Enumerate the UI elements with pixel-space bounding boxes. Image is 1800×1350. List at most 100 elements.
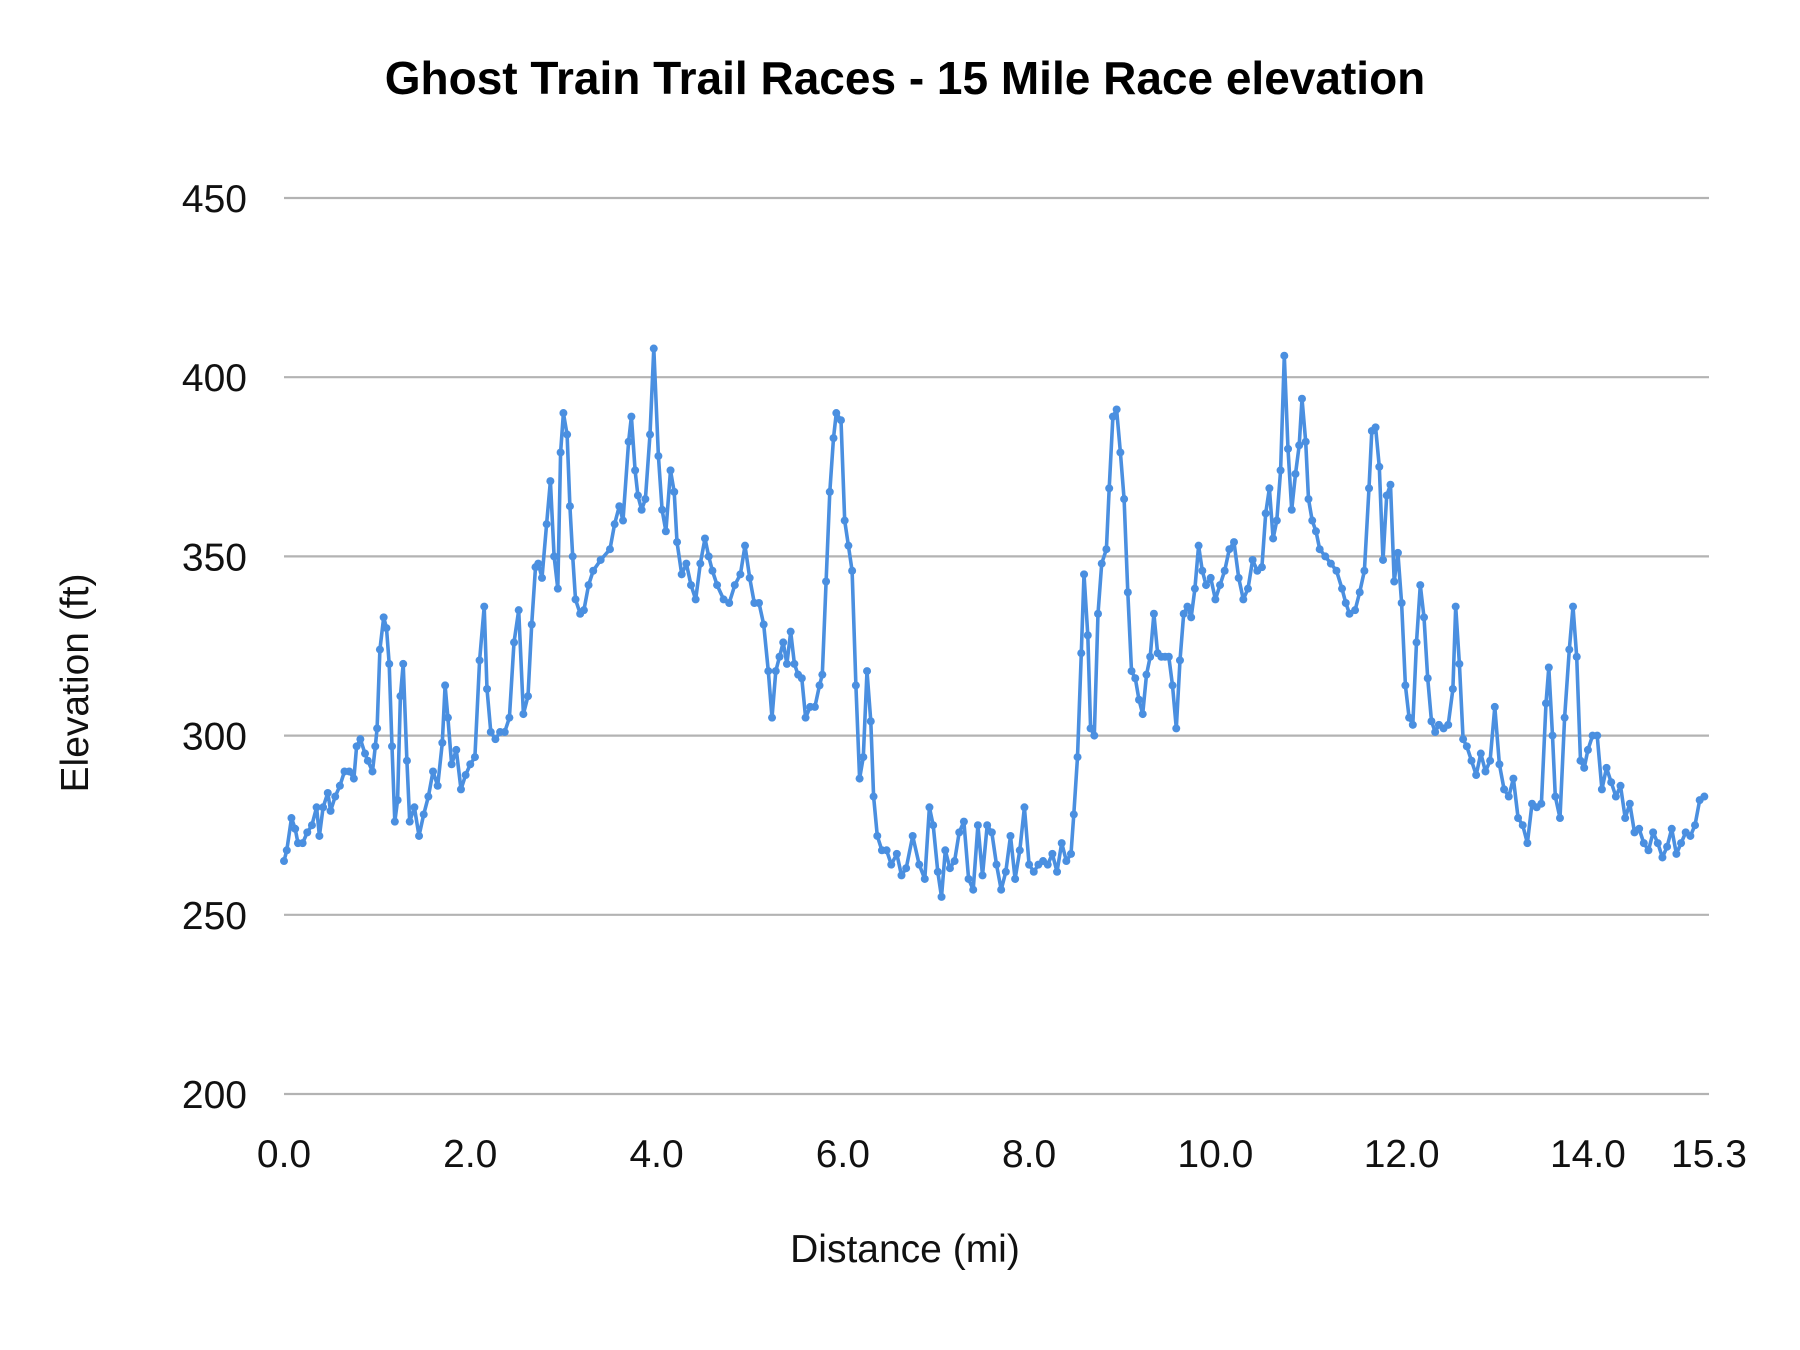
data-point [755,598,763,607]
y-tick-label: 300 [182,716,247,759]
data-point [345,767,354,776]
data-point [1341,598,1350,607]
data-point [1486,756,1495,765]
data-point [1135,695,1143,704]
data-point [1621,814,1630,823]
data-point [335,781,344,790]
data-point [704,552,713,561]
data-point [1077,649,1086,658]
x-tick-label: 6.0 [816,1133,870,1176]
data-point [1048,849,1057,858]
data-point [687,581,696,590]
data-point [312,803,321,812]
data-point [1080,570,1089,579]
x-tick-label: 2.0 [443,1133,497,1176]
data-point [527,620,536,629]
data-point [1001,867,1010,876]
data-point [941,846,950,855]
data-point [1572,652,1581,661]
data-point [627,412,636,421]
data-point [1412,638,1421,647]
data-point [393,796,402,805]
data-point [649,344,658,353]
data-point [978,871,987,880]
data-point [1427,717,1436,726]
data-point [848,566,857,575]
data-point [559,409,568,418]
y-tick-label: 200 [182,1074,247,1117]
data-point [1308,516,1317,525]
data-point [298,839,307,848]
data-point [1386,480,1395,489]
x-tick-label: 15.3 [1671,1133,1747,1176]
data-point [1616,781,1625,790]
data-point [466,760,475,769]
data-point [1360,566,1369,575]
x-tick-label: 8.0 [1002,1133,1056,1176]
data-point [438,738,447,747]
data-point [775,652,784,661]
data-point [1175,656,1184,665]
data-point [741,541,750,550]
data-point [331,792,340,801]
data-point [759,620,768,629]
data-point [1649,828,1658,837]
data-point [524,692,533,701]
data-point [385,659,394,668]
data-point [396,692,405,701]
data-point [677,570,686,579]
data-point [1105,484,1114,493]
data-point [1700,792,1709,801]
data-point [915,860,924,869]
data-point [882,846,891,855]
data-point [1257,563,1266,572]
data-point [1206,573,1215,582]
data-point [563,430,572,439]
data-point [287,814,296,823]
data-point [745,573,754,582]
data-point [1644,846,1653,855]
data-point [1234,573,1243,582]
data-point [1198,566,1207,575]
data-point [1102,545,1111,554]
data-point [1390,577,1399,586]
data-point [955,828,964,837]
data-point [1382,491,1391,500]
data-point [1639,839,1648,848]
data-point [323,788,332,797]
data-point [1164,652,1173,661]
data-point [902,864,911,873]
data-point [375,645,384,654]
data-point [1090,731,1099,740]
data-point [315,831,324,840]
data-point [670,487,679,496]
data-point [897,871,906,880]
data-point [959,817,968,826]
data-point [379,613,388,622]
data-point [1653,839,1662,848]
data-point [1248,555,1257,564]
data-point [929,821,938,830]
data-point [361,749,370,758]
data-point [550,552,559,561]
data-point [1481,767,1490,776]
data-point [1073,753,1082,762]
data-point [1523,839,1532,848]
x-tick-label: 14.0 [1550,1133,1626,1176]
data-point [1146,652,1155,661]
data-point [1187,613,1196,622]
data-point [641,495,650,504]
data-point [382,624,391,633]
data-point [1667,824,1676,833]
data-point [1379,555,1388,564]
data-point [1597,785,1606,794]
data-point [983,821,992,830]
data-point [1142,670,1151,679]
data-point [419,810,428,819]
data-point [491,735,500,744]
data-point [1462,742,1471,751]
data-point [1476,749,1485,758]
y-axis-label: Elevation (ft) [54,574,97,793]
x-tick-label: 4.0 [629,1133,683,1176]
